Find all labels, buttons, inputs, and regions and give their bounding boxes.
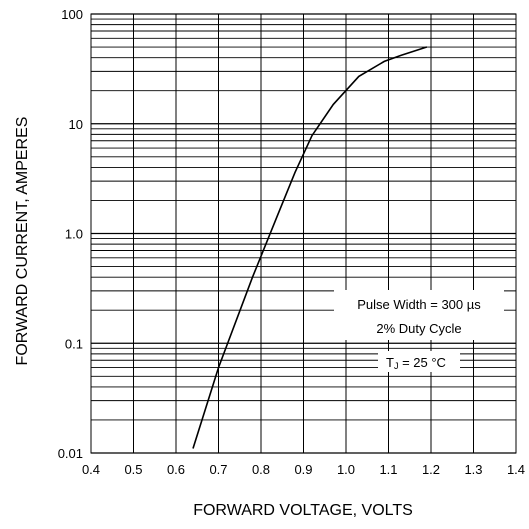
y-tick-label: 1.0 — [65, 227, 83, 242]
x-tick-label: 0.7 — [209, 462, 227, 477]
x-tick-label: 0.5 — [124, 462, 142, 477]
y-tick-label: 10 — [69, 117, 83, 132]
annotation-temperature: TJ = 25 °C — [386, 355, 446, 371]
x-tick-label: 0.6 — [167, 462, 185, 477]
x-tick-labels: 0.4 0.5 0.6 0.7 0.8 0.9 1.0 1.1 1.2 1.3 1.4 — [82, 462, 525, 477]
annotation-box-temp — [378, 351, 460, 372]
x-tick-label: 1.3 — [464, 462, 482, 477]
annotation-temp-prefix: T — [386, 355, 394, 370]
x-tick-label: 1.2 — [422, 462, 440, 477]
x-tick-label: 1.1 — [379, 462, 397, 477]
x-tick-label: 1.4 — [507, 462, 525, 477]
plot-frame — [90, 13, 517, 454]
y-tick-label: 0.01 — [58, 446, 83, 461]
x-tick-label: 0.9 — [294, 462, 312, 477]
annotation-temp-suffix: = 25 °C — [398, 355, 445, 370]
x-tick-label: 0.8 — [252, 462, 270, 477]
annotation-box-pulse — [334, 290, 504, 340]
x-tick-label: 0.4 — [82, 462, 100, 477]
y-tick-labels: 0.01 0.1 1.0 10 100 — [58, 7, 83, 461]
grid — [90, 13, 517, 454]
annotation-duty-cycle: 2% Duty Cycle — [376, 321, 461, 336]
annotation-temp-subscript: J — [394, 361, 399, 371]
y-tick-label: 0.1 — [65, 336, 83, 351]
annotation-pulse-width: Pulse Width = 300 µs — [357, 297, 481, 312]
y-tick-label: 100 — [61, 7, 83, 22]
x-tick-label: 1.0 — [337, 462, 355, 477]
y-axis-title: FORWARD CURRENT, AMPERES — [14, 117, 31, 366]
x-axis-title: FORWARD VOLTAGE, VOLTS — [193, 502, 413, 519]
series-line — [192, 46, 428, 449]
